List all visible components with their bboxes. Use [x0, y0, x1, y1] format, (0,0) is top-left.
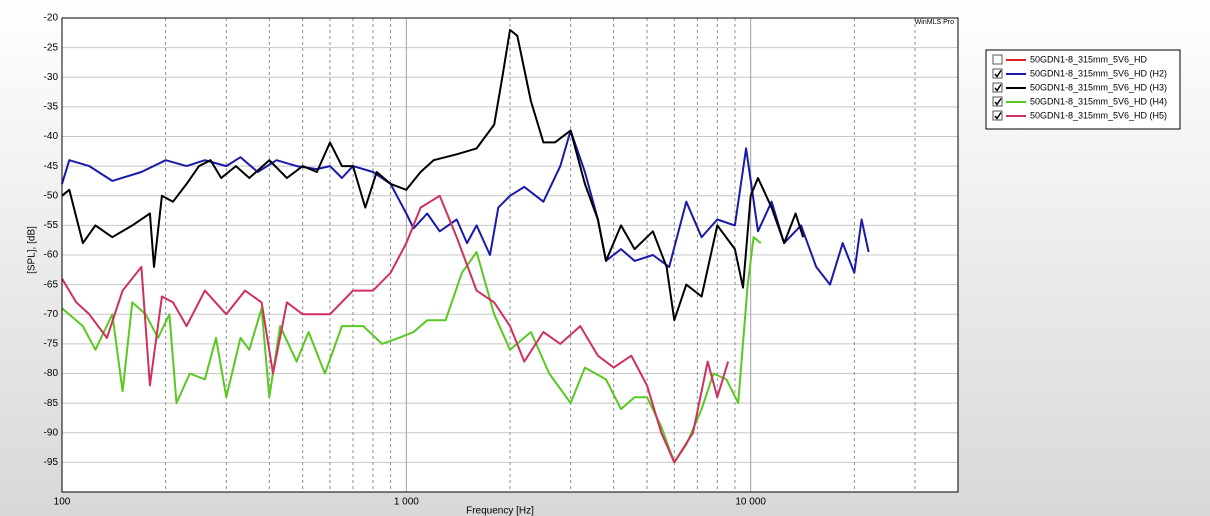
x-tick-label: 100	[54, 497, 71, 508]
checkmark	[994, 112, 1002, 120]
legend-label: 50GDN1-8_315mm_5V6_HD (H4)	[1030, 96, 1167, 106]
legend-label: 50GDN1-8_315mm_5V6_HD (H3)	[1030, 82, 1167, 92]
checkmark	[994, 84, 1002, 92]
y-tick-label: -65	[44, 279, 59, 290]
y-tick-label: -80	[44, 368, 59, 379]
legend-checkbox[interactable]	[992, 96, 1003, 107]
series-line	[61, 129, 870, 286]
legend-label: 50GDN1-8_315mm_5V6_HD (H5)	[1030, 110, 1167, 120]
x-tick-label: 10 000	[735, 497, 766, 508]
y-axis-label: [SPL], [dB]	[27, 226, 38, 274]
y-tick-label: -90	[44, 427, 59, 438]
watermark: WinMLS Pro	[915, 19, 954, 26]
y-tick-label: -45	[44, 161, 59, 172]
x-axis-label: Frequency [Hz]	[466, 506, 534, 516]
y-tick-label: -20	[44, 13, 59, 24]
series-line	[61, 194, 730, 464]
y-tick-label: -75	[44, 339, 59, 350]
legend: 50GDN1-8_315mm_5V6_HD 50GDN1-8_315mm_5V6_…	[985, 49, 1181, 130]
legend-label: 50GDN1-8_315mm_5V6_HD (H2)	[1030, 68, 1167, 78]
y-tick-label: -95	[44, 457, 59, 468]
y-tick-label: -30	[44, 72, 59, 83]
x-tick-label: 1 000	[394, 497, 419, 508]
legend-checkbox[interactable]	[992, 54, 1003, 65]
legend-checkbox[interactable]	[992, 110, 1003, 121]
y-tick-label: -35	[44, 102, 59, 113]
y-tick-label: -40	[44, 131, 59, 142]
legend-checkbox[interactable]	[992, 82, 1003, 93]
y-tick-label: -85	[44, 398, 59, 409]
checkmark	[994, 98, 1002, 106]
plot-border	[61, 17, 959, 493]
y-tick-label: -50	[44, 190, 59, 201]
checkmark	[994, 70, 1002, 78]
y-tick-label: -70	[44, 309, 59, 320]
legend-checkbox[interactable]	[992, 68, 1003, 79]
y-tick-label: -55	[44, 220, 59, 231]
y-tick-label: -60	[44, 250, 59, 261]
legend-label: 50GDN1-8_315mm_5V6_HD	[1030, 54, 1148, 64]
series-line	[61, 28, 805, 322]
y-tick-label: -25	[44, 42, 59, 53]
